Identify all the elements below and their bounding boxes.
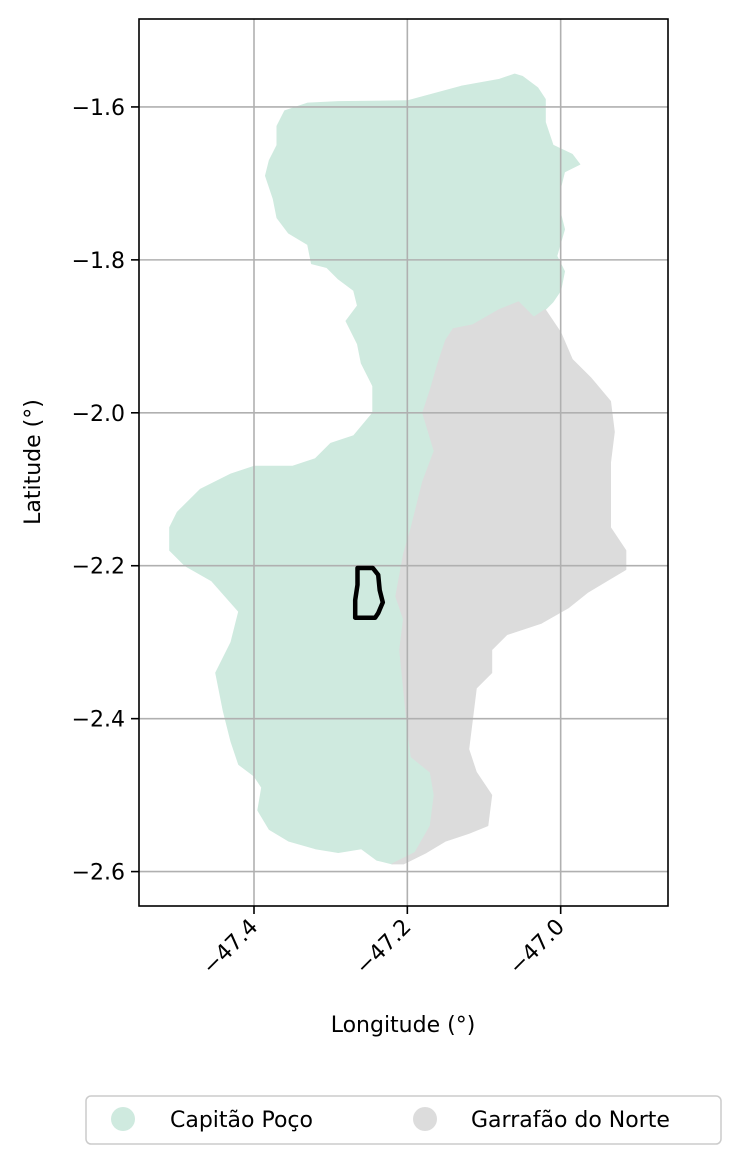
plot-frame (138, 18, 669, 907)
highlight-outline (352, 565, 386, 620)
legend-label-capitao-poco: Capitão Poço (170, 1108, 313, 1133)
y-axis-label: Latitude (°) (21, 399, 46, 525)
y-tick-label: −2.4 (72, 708, 125, 733)
legend: Capitão Poço Garrafão do Norte (85, 1095, 722, 1145)
region-capitao-poco (169, 73, 581, 865)
highlight-layer (352, 565, 386, 620)
y-tick-label: −2.6 (72, 861, 125, 886)
legend-swatch-garrafao-do-norte (413, 1107, 437, 1131)
y-tick-label: −1.6 (72, 96, 125, 121)
map-regions (169, 73, 627, 865)
legend-frame (85, 1095, 722, 1145)
legend-label-garrafao-do-norte: Garrafão do Norte (471, 1108, 670, 1133)
region-garrafao-do-norte (391, 301, 627, 865)
grid-lines (139, 19, 668, 906)
legend-swatch-capitao-poco (111, 1107, 135, 1131)
y-tick-label: −1.8 (72, 249, 125, 274)
y-tick-label: −2.2 (72, 555, 125, 580)
x-axis-label: Longitude (°) (331, 1013, 476, 1038)
y-tick-label: −2.0 (72, 402, 125, 427)
